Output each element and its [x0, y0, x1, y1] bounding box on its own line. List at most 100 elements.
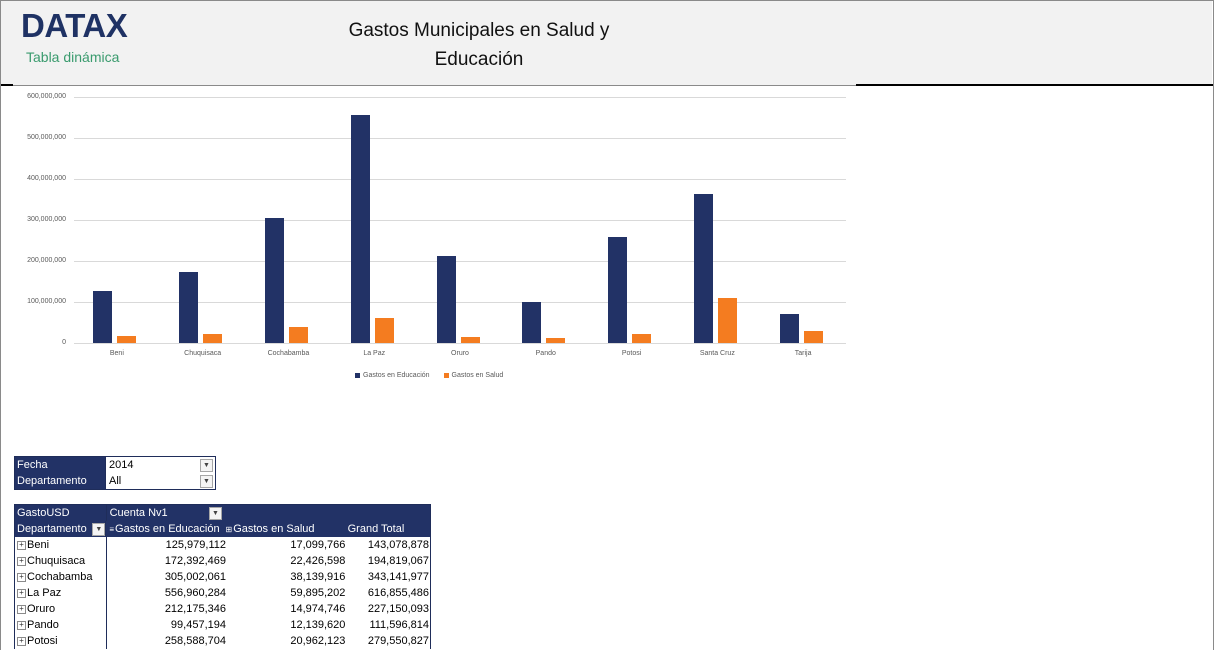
filter-departamento-select[interactable]: All ▼	[105, 473, 215, 489]
datax-logo: DATAX	[21, 7, 128, 44]
total-cell: 194,819,067	[367, 555, 429, 567]
filter-row-departamento: Departamento All ▼	[15, 473, 215, 489]
pivot-table: GastoUSD Cuenta Nv1 ▼ Departamento ▼ ≡Ga…	[14, 504, 431, 649]
bar-educacion[interactable]	[350, 114, 370, 343]
gridline	[74, 343, 846, 344]
department-name: Oruro	[27, 603, 56, 615]
header: DATAX Tabla dinámica Gastos Municipales …	[1, 1, 1212, 86]
bar-salud[interactable]	[203, 333, 223, 343]
expand-icon[interactable]: +	[17, 637, 26, 646]
expand-icon[interactable]: +	[17, 573, 26, 582]
x-axis-label: Oruro	[451, 350, 469, 357]
column-header-label: Gastos en Educación	[115, 523, 220, 535]
filter-dropdown-icon[interactable]: ▼	[200, 459, 213, 472]
total-cell: 343,141,977	[367, 571, 429, 583]
bar-salud[interactable]	[460, 336, 480, 343]
total-cell: 227,150,093	[367, 603, 429, 615]
salud-cell: 20,962,123	[290, 635, 346, 647]
divider	[856, 84, 1213, 86]
gridline	[74, 261, 846, 262]
y-axis-tick: 0	[62, 339, 66, 346]
filter-label: Fecha	[15, 457, 105, 473]
row-label-cell[interactable]: + Pando	[15, 617, 107, 633]
bar-educacion[interactable]	[93, 291, 113, 343]
salud-cell: 14,974,746	[290, 603, 346, 615]
row-label-cell[interactable]: + La Paz	[15, 585, 107, 601]
edu-cell: 212,175,346	[164, 603, 226, 615]
dropdown-icon[interactable]: ▼	[208, 507, 222, 520]
salud-cell: 59,895,202	[290, 587, 346, 599]
expand-icon[interactable]: ⊞	[225, 525, 233, 534]
row-label-cell[interactable]: + Chuquisaca	[15, 553, 107, 569]
total-cell: 279,550,827	[367, 635, 429, 647]
legend-label: Gastos en Salud	[451, 372, 504, 379]
bar-salud[interactable]	[288, 327, 308, 343]
values-label: GastoUSD	[15, 505, 107, 521]
expand-icon[interactable]: +	[17, 589, 26, 598]
legend-item[interactable]: Gastos en Salud	[443, 372, 504, 379]
legend-swatch-icon	[355, 373, 360, 378]
department-name: Pando	[27, 619, 59, 631]
x-axis-label: Santa Cruz	[699, 350, 735, 357]
empty-cell	[226, 505, 345, 521]
bar-salud[interactable]	[374, 318, 394, 343]
y-axis-tick: 200,000,000	[27, 257, 66, 264]
row-label-cell[interactable]: + Beni	[15, 537, 107, 553]
table-row: + Oruro 212,175,346 14,974,746 227,150,093	[15, 601, 430, 617]
table-row: + Pando 99,457,194 12,139,620 111,596,814	[15, 617, 430, 633]
title-line-1: Gastos Municipales en Salud y	[348, 20, 610, 41]
bar-educacion[interactable]	[179, 272, 199, 343]
filter-label: Departamento	[15, 473, 105, 489]
pivot-body: + Beni 125,979,112 17,099,766 143,078,878 + Ch…	[15, 537, 430, 649]
row-label-cell[interactable]: + Cochabamba	[15, 569, 107, 585]
dropdown-icon[interactable]: ▼	[92, 523, 106, 536]
bar-educacion[interactable]	[779, 313, 799, 343]
x-axis-label: Pando	[535, 350, 556, 357]
expand-icon[interactable]: +	[17, 621, 26, 630]
filter-fecha-select[interactable]: 2014 ▼	[105, 457, 215, 473]
salud-cell: 17,099,766	[290, 539, 346, 551]
column-header-educacion[interactable]: ≡Gastos en Educación	[106, 521, 225, 537]
collapse-icon[interactable]: ≡	[109, 525, 115, 534]
bar-educacion[interactable]	[608, 236, 628, 343]
bar-salud[interactable]	[803, 330, 823, 343]
dropdown-icon[interactable]: ▼	[200, 475, 213, 488]
row-field-departamento[interactable]: Departamento ▼	[15, 521, 107, 537]
table-row: + La Paz 556,960,284 59,895,202 616,855,486	[15, 585, 430, 601]
bar-educacion[interactable]	[522, 302, 542, 343]
x-axis-label: Potosi	[621, 350, 642, 357]
divider	[1, 84, 13, 86]
row-label-cell[interactable]: + Potosi	[15, 633, 107, 649]
bar-educacion[interactable]	[264, 217, 284, 343]
row-field-label: Departamento	[17, 523, 87, 535]
y-axis-tick: 300,000,000	[27, 216, 66, 223]
bar-educacion[interactable]	[436, 256, 456, 343]
total-cell: 111,596,814	[369, 619, 429, 631]
x-axis-label: La Paz	[363, 350, 386, 357]
bar-salud[interactable]	[632, 334, 652, 343]
bar-salud[interactable]	[546, 338, 566, 343]
legend-item[interactable]: Gastos en Educación	[355, 372, 430, 379]
filter-value: All	[109, 475, 122, 487]
column-field-cuenta[interactable]: Cuenta Nv1 ▼	[107, 505, 226, 521]
x-axis-label: Chuquisaca	[184, 350, 222, 357]
expand-icon[interactable]: +	[17, 541, 26, 550]
pivot-header-row-2: Departamento ▼ ≡Gastos en Educación ⊞Gas…	[15, 521, 430, 537]
bar-salud[interactable]	[117, 335, 137, 343]
table-row: + Potosi 258,588,704 20,962,123 279,550,827	[15, 633, 430, 649]
salud-cell: 22,426,598	[290, 555, 346, 567]
expand-icon[interactable]: +	[17, 557, 26, 566]
expand-icon[interactable]: +	[17, 605, 26, 614]
filter-row-fecha: Fecha 2014 ▼	[15, 457, 215, 473]
column-header-grand-total: Grand Total	[347, 523, 405, 535]
row-label-cell[interactable]: + Oruro	[15, 601, 107, 617]
column-field-label: Cuenta Nv1	[109, 507, 168, 519]
bar-educacion[interactable]	[693, 194, 713, 343]
bar-salud[interactable]	[717, 297, 737, 343]
legend-swatch-icon	[443, 373, 449, 378]
bar-chart[interactable]: 0 100,000,000 200,000,000 300,000,000 400,00…	[0, 86, 860, 396]
total-cell: 143,078,878	[367, 539, 429, 551]
column-header-salud[interactable]: ⊞Gastos en Salud	[225, 521, 344, 537]
y-axis-tick: 500,000,000	[27, 134, 66, 141]
department-name: Chuquisaca	[27, 555, 86, 567]
